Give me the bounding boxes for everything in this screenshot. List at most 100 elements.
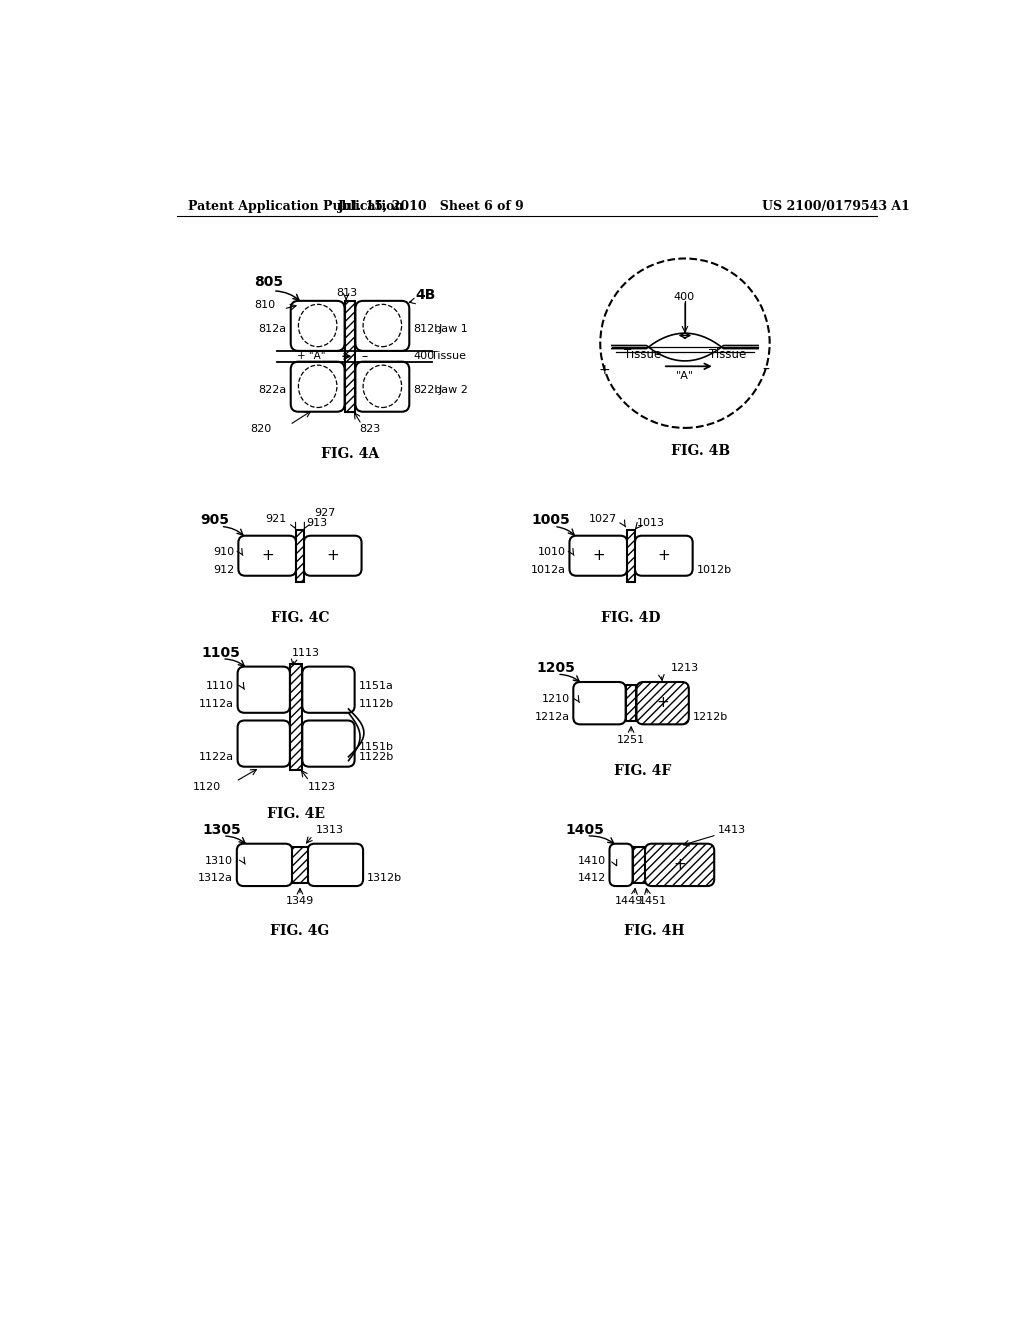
Text: 1005: 1005	[531, 513, 569, 527]
Text: Patent Application Publication: Patent Application Publication	[188, 199, 403, 213]
Text: FIG. 4F: FIG. 4F	[614, 763, 672, 777]
Text: 1151b: 1151b	[358, 742, 393, 752]
Text: 812b: 812b	[413, 325, 441, 334]
Text: 1112a: 1112a	[199, 698, 233, 709]
Text: 4B: 4B	[416, 289, 436, 302]
Text: 913: 913	[306, 517, 328, 528]
Text: +: +	[598, 363, 610, 378]
Text: FIG. 4B: FIG. 4B	[671, 444, 730, 458]
Text: 1012b: 1012b	[696, 565, 731, 574]
Text: 1251: 1251	[617, 735, 645, 744]
Text: FIG. 4A: FIG. 4A	[321, 447, 379, 461]
Text: "A": "A"	[676, 371, 694, 380]
Text: 1310: 1310	[205, 855, 233, 866]
Bar	[626, 685, 637, 721]
Bar	[628, 529, 635, 582]
Text: Tissue: Tissue	[624, 348, 662, 362]
Text: 910: 910	[213, 546, 234, 557]
Text: 812a: 812a	[259, 325, 287, 334]
Text: Jul. 15, 2010   Sheet 6 of 9: Jul. 15, 2010 Sheet 6 of 9	[338, 199, 524, 213]
FancyBboxPatch shape	[569, 536, 628, 576]
Text: FIG. 4H: FIG. 4H	[624, 924, 684, 937]
FancyBboxPatch shape	[645, 843, 714, 886]
Text: +: +	[673, 857, 686, 873]
FancyBboxPatch shape	[291, 362, 345, 412]
Text: 1349: 1349	[286, 896, 314, 907]
Text: + "A": + "A"	[297, 351, 326, 362]
Text: FIG. 4E: FIG. 4E	[267, 808, 325, 821]
Text: Tissue: Tissue	[431, 351, 466, 362]
Text: +: +	[657, 548, 670, 564]
Text: 813: 813	[336, 288, 357, 298]
Text: +: +	[261, 548, 274, 564]
Text: 1312a: 1312a	[198, 874, 233, 883]
Text: US 2100/0179543 A1: US 2100/0179543 A1	[762, 199, 910, 213]
Text: 1112b: 1112b	[358, 698, 393, 709]
FancyBboxPatch shape	[635, 536, 692, 576]
FancyBboxPatch shape	[307, 843, 364, 886]
Text: 400: 400	[413, 351, 434, 362]
FancyBboxPatch shape	[304, 536, 361, 576]
Text: 1312b: 1312b	[367, 874, 402, 883]
Text: 823: 823	[359, 424, 381, 434]
FancyBboxPatch shape	[355, 362, 410, 412]
FancyBboxPatch shape	[302, 667, 354, 713]
FancyBboxPatch shape	[238, 721, 290, 767]
Text: 1212b: 1212b	[692, 711, 728, 722]
Bar	[296, 529, 304, 582]
Text: 1405: 1405	[565, 822, 604, 837]
Text: 1212a: 1212a	[535, 711, 569, 722]
Text: 1449: 1449	[614, 896, 643, 907]
Text: Tissue: Tissue	[709, 348, 745, 362]
FancyBboxPatch shape	[302, 721, 354, 767]
FancyBboxPatch shape	[355, 301, 410, 351]
Text: 1410: 1410	[578, 855, 605, 866]
FancyBboxPatch shape	[609, 843, 633, 886]
Text: 1012a: 1012a	[530, 565, 565, 574]
Text: 1412: 1412	[578, 874, 605, 883]
Text: Jaw 2: Jaw 2	[438, 385, 468, 395]
FancyBboxPatch shape	[637, 682, 689, 725]
FancyBboxPatch shape	[573, 682, 626, 725]
Text: +: +	[326, 548, 339, 564]
Text: –: –	[361, 350, 368, 363]
Text: 921: 921	[265, 513, 286, 524]
Text: 1122a: 1122a	[199, 752, 233, 763]
Text: 822b: 822b	[413, 385, 441, 395]
Text: 822a: 822a	[259, 385, 287, 395]
Text: 1013: 1013	[637, 517, 666, 528]
Text: 905: 905	[200, 513, 228, 527]
FancyBboxPatch shape	[291, 301, 345, 351]
FancyBboxPatch shape	[237, 843, 292, 886]
Text: 927: 927	[313, 508, 335, 517]
Text: 912: 912	[213, 565, 234, 574]
Text: 1210: 1210	[542, 694, 569, 704]
Text: +: +	[592, 548, 605, 564]
Text: Jaw 1: Jaw 1	[438, 325, 468, 334]
Text: 1313: 1313	[315, 825, 343, 834]
Text: 1413: 1413	[718, 825, 746, 834]
Text: 1027: 1027	[589, 513, 617, 524]
Text: 1113: 1113	[292, 648, 319, 657]
Text: 1105: 1105	[202, 645, 241, 660]
Text: 1305: 1305	[202, 822, 241, 837]
Text: 1110: 1110	[206, 681, 233, 690]
FancyBboxPatch shape	[238, 667, 290, 713]
Bar	[290, 664, 302, 770]
Text: FIG. 4C: FIG. 4C	[270, 611, 329, 626]
Text: 1010: 1010	[538, 546, 565, 557]
FancyBboxPatch shape	[239, 536, 296, 576]
Text: 820: 820	[250, 424, 271, 434]
Text: 1123: 1123	[307, 781, 336, 792]
Text: 1120: 1120	[193, 781, 220, 792]
Text: 400: 400	[674, 292, 694, 302]
Text: –: –	[763, 363, 769, 378]
Text: 1213: 1213	[671, 663, 698, 673]
Bar	[345, 301, 355, 412]
Bar	[292, 847, 307, 883]
Text: 810: 810	[254, 300, 274, 310]
Text: FIG. 4D: FIG. 4D	[601, 611, 660, 626]
Bar	[633, 847, 645, 883]
Text: 1205: 1205	[537, 661, 575, 675]
Text: 1122b: 1122b	[358, 752, 394, 763]
